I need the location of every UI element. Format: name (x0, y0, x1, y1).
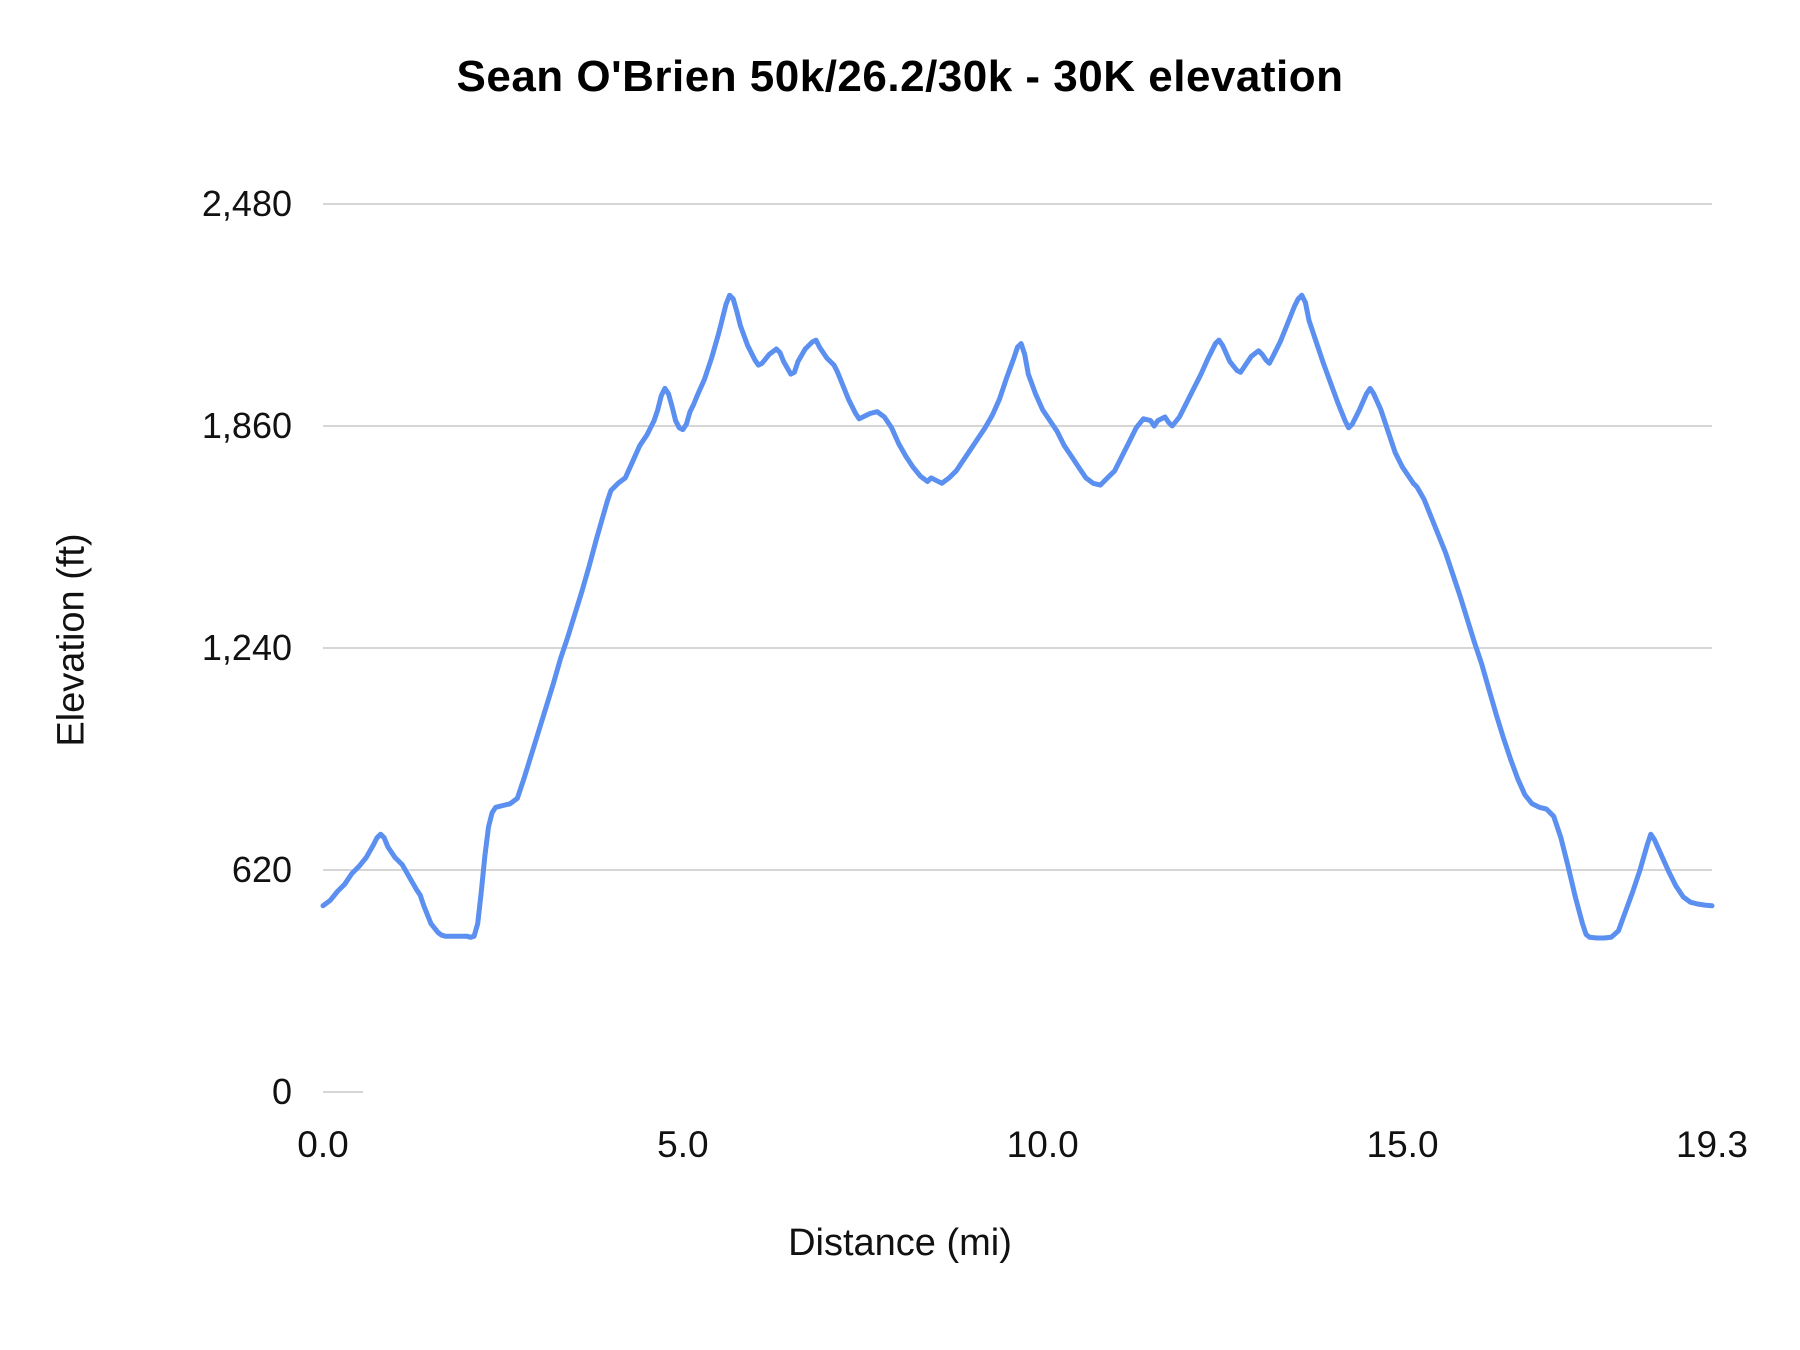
x-tick-label: 15.0 (1366, 1124, 1439, 1165)
x-tick-label: 0.0 (297, 1124, 349, 1165)
y-tick-label: 0 (271, 1071, 292, 1112)
y-tick-label: 1,860 (201, 405, 292, 446)
chart-title: Sean O'Brien 50k/26.2/30k - 30K elevatio… (456, 52, 1344, 101)
y-tick-label: 620 (231, 849, 292, 890)
x-tick-label: 19.3 (1675, 1124, 1748, 1165)
elevation-line (320, 292, 1715, 941)
x-tick-label: 10.0 (1006, 1124, 1079, 1165)
x-tick-label: 5.0 (657, 1124, 709, 1165)
y-tick-label: 1,240 (201, 627, 292, 668)
x-axis-title: Distance (mi) (788, 1222, 1012, 1264)
y-tick-label: 2,480 (201, 183, 292, 224)
